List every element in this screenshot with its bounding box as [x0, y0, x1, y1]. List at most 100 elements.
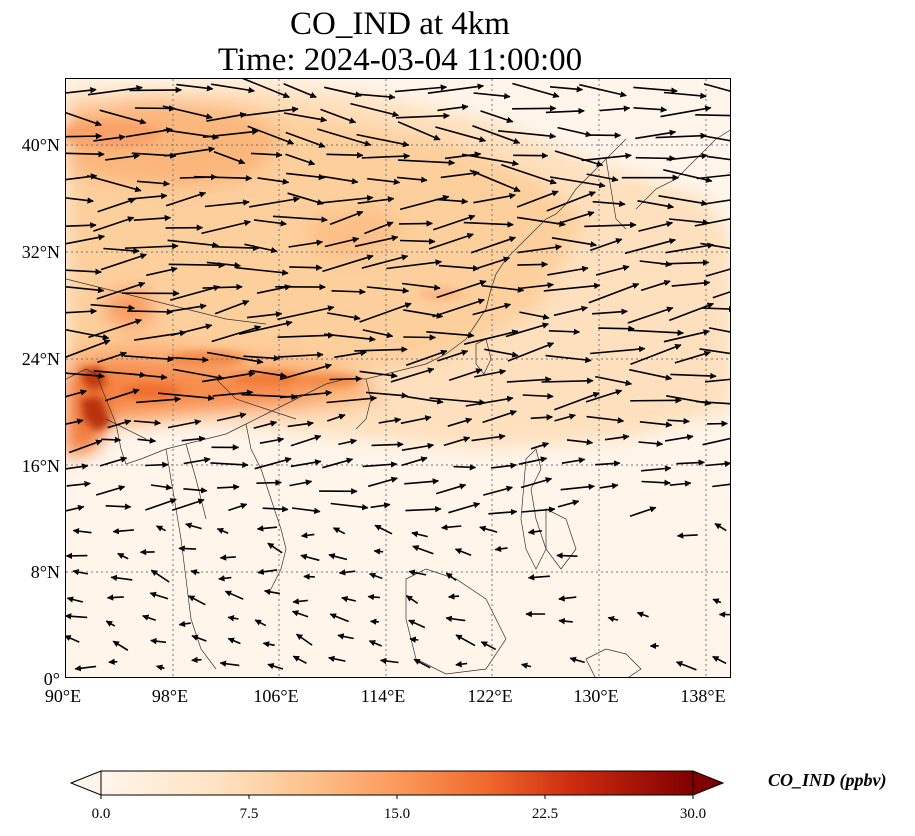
wind-arrow — [357, 196, 395, 205]
wind-arrow — [703, 83, 730, 92]
wind-arrow — [545, 107, 585, 115]
wind-arrow — [145, 498, 177, 511]
wind-arrow — [72, 568, 88, 576]
wind-arrow — [400, 415, 432, 425]
wind-arrow — [291, 507, 321, 515]
wind-arrow — [338, 438, 358, 446]
wind-arrow — [461, 153, 519, 167]
wind-arrow — [516, 190, 559, 208]
wind-arrow — [465, 395, 514, 407]
wind-arrow — [629, 506, 657, 517]
wind-arrow — [286, 172, 326, 181]
wind-arrow — [472, 302, 512, 316]
wind-arrow — [334, 349, 367, 359]
y-tick-label-0: 0° — [43, 669, 60, 689]
wind-arrow — [66, 132, 103, 140]
wind-arrow — [588, 282, 640, 304]
colorbar-tick-15: 15.0 — [383, 806, 411, 822]
wind-arrow — [212, 389, 254, 397]
wind-arrow — [124, 355, 175, 363]
wind-arrow — [170, 323, 213, 337]
wind-arrow — [408, 569, 427, 576]
wind-arrow — [104, 388, 140, 402]
colorbar-ticks — [100, 795, 694, 799]
wind-arrow — [328, 553, 348, 561]
wind-arrow — [156, 664, 165, 671]
wind-arrow — [216, 412, 247, 422]
wind-arrow — [337, 633, 354, 640]
wind-arrow — [66, 150, 105, 158]
colorbar-gradient — [100, 770, 694, 796]
wind-arrow — [324, 86, 362, 98]
wind-arrow — [289, 479, 313, 487]
wind-arrow — [405, 505, 442, 513]
wind-arrow — [249, 369, 287, 379]
wind-arrow — [399, 194, 450, 211]
wind-arrow — [484, 348, 519, 358]
wind-arrow — [498, 130, 557, 140]
wind-arrow — [705, 268, 730, 277]
wind-arrow — [283, 112, 328, 123]
wind-arrow — [547, 265, 589, 276]
wind-arrow — [699, 348, 730, 355]
wind-arrow — [156, 525, 166, 532]
wind-arrow — [630, 343, 682, 366]
wind-arrow — [471, 433, 506, 442]
wind-arrow — [557, 499, 580, 508]
wind-arrow — [201, 219, 251, 235]
colorbar-tick-7-5: 7.5 — [239, 806, 259, 822]
wind-arrow — [72, 528, 92, 535]
wind-arrow — [90, 303, 135, 311]
wind-arrow — [551, 237, 597, 248]
wind-arrow — [202, 370, 256, 383]
wind-arrow — [512, 105, 557, 112]
wind-arrow — [66, 329, 110, 341]
wind-arrow — [170, 356, 209, 363]
wind-arrow — [696, 400, 730, 405]
wind-arrow — [359, 370, 398, 379]
wind-arrow — [463, 221, 514, 228]
wind-arrow — [287, 420, 314, 428]
wind-arrow — [507, 342, 555, 362]
wind-arrow — [599, 105, 631, 112]
wind-arrow — [472, 125, 521, 145]
wind-arrow — [361, 254, 409, 269]
wind-arrow — [635, 155, 676, 162]
wind-arrow — [66, 111, 102, 127]
wind-arrow — [129, 373, 168, 381]
wind-arrow — [479, 525, 498, 533]
wind-arrow — [482, 409, 517, 424]
wind-arrow — [354, 346, 408, 353]
wind-arrow — [365, 391, 409, 399]
wind-arrow — [641, 479, 671, 486]
chart-subtitle: Time: 2024-03-04 11:00:00 — [217, 42, 583, 78]
x-tick-label-114E: 114°E — [360, 686, 406, 706]
y-tick-label-16N: 16°N — [21, 456, 60, 476]
colorbar-tick-22-5: 22.5 — [531, 806, 559, 822]
wind-arrow — [595, 460, 621, 467]
wind-arrow — [435, 198, 469, 205]
wind-arrow — [412, 545, 434, 555]
wind-arrow — [219, 554, 236, 561]
wind-arrow — [243, 355, 281, 362]
wind-arrow — [701, 305, 730, 313]
x-tick-label-90E: 90°E — [44, 686, 82, 706]
wind-arrow — [211, 83, 255, 94]
wind-arrow — [395, 112, 450, 120]
wind-arrow — [705, 460, 730, 467]
wind-arrow — [700, 134, 730, 142]
wind-arrow — [97, 197, 136, 213]
wind-arrow — [331, 288, 366, 295]
wind-arrow — [66, 308, 98, 315]
wind-arrow — [696, 171, 730, 180]
wind-arrow — [429, 397, 486, 406]
wind-arrow — [359, 302, 412, 323]
wind-arrow — [527, 528, 543, 536]
wind-arrow — [545, 354, 592, 364]
wind-arrow — [66, 463, 89, 470]
wind-arrow — [674, 350, 711, 364]
wind-arrow — [292, 655, 307, 665]
wind-arrow — [66, 234, 105, 245]
wind-arrow — [435, 126, 487, 143]
wind-arrow — [664, 434, 694, 442]
